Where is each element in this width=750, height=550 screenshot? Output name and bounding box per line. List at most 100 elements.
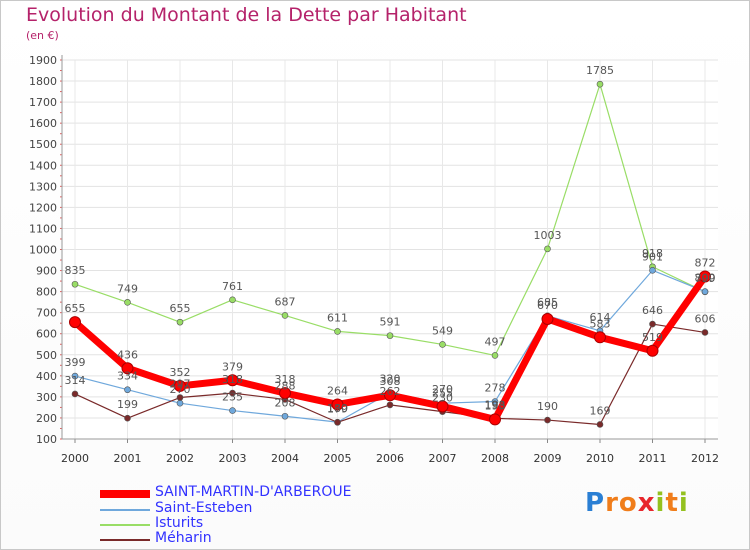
x-tick-label: 2009 bbox=[534, 452, 562, 465]
data-label: 334 bbox=[117, 370, 138, 383]
data-point bbox=[701, 329, 709, 336]
data-label: 611 bbox=[327, 311, 348, 324]
data-point bbox=[649, 320, 656, 328]
y-tick-label: 100 bbox=[36, 433, 57, 446]
data-point bbox=[331, 398, 344, 411]
data-label: 314 bbox=[65, 374, 86, 387]
data-point bbox=[174, 379, 186, 392]
y-tick-label: 900 bbox=[36, 265, 57, 278]
data-label: 614 bbox=[590, 311, 611, 324]
data-label: 591 bbox=[380, 316, 401, 329]
data-label: 497 bbox=[485, 335, 506, 348]
x-tick-label: 2012 bbox=[691, 452, 719, 465]
x-tick-label: 2010 bbox=[586, 452, 614, 465]
data-label: 436 bbox=[117, 348, 138, 361]
y-tick-label: 1200 bbox=[29, 201, 57, 214]
data-label: 193 bbox=[485, 399, 506, 412]
logo-letter: o bbox=[618, 488, 638, 518]
logo-letter: t bbox=[665, 488, 679, 518]
x-tick-label: 2003 bbox=[219, 452, 247, 465]
data-label: 297 bbox=[170, 378, 191, 391]
x-tick-label: 2004 bbox=[271, 452, 299, 465]
data-label: 235 bbox=[222, 391, 243, 404]
grid bbox=[62, 59, 718, 440]
data-label: 549 bbox=[432, 324, 453, 337]
legend-label: SAINT-MARTIN-D'ARBEROUE bbox=[155, 484, 352, 500]
data-label: 318 bbox=[222, 373, 243, 386]
data-point bbox=[334, 328, 341, 335]
data-point bbox=[229, 407, 236, 414]
chart-unit-label: (en €) bbox=[26, 29, 59, 42]
x-tick-label: 2011 bbox=[639, 452, 667, 465]
data-label: 264 bbox=[327, 384, 348, 397]
data-point bbox=[701, 288, 709, 295]
data-label: 1003 bbox=[534, 229, 562, 242]
data-label: 230 bbox=[432, 392, 453, 405]
data-label: 799 bbox=[695, 272, 716, 285]
data-label: 583 bbox=[590, 317, 611, 330]
data-label: 320 bbox=[380, 373, 401, 386]
data-label: 901 bbox=[642, 250, 663, 263]
data-point bbox=[69, 316, 81, 329]
data-point bbox=[594, 331, 606, 344]
data-label: 352 bbox=[170, 366, 191, 379]
data-point bbox=[229, 296, 236, 304]
data-point bbox=[649, 267, 656, 274]
data-label: 606 bbox=[695, 312, 716, 325]
data-point bbox=[544, 416, 551, 424]
y-tick-label: 700 bbox=[36, 307, 57, 320]
data-label: 872 bbox=[695, 256, 716, 269]
data-label: 270 bbox=[170, 383, 191, 396]
data-point bbox=[124, 299, 131, 306]
legend-swatch bbox=[100, 524, 150, 526]
data-label: 835 bbox=[65, 264, 86, 277]
data-point bbox=[124, 414, 131, 422]
data-point bbox=[121, 362, 134, 375]
data-label: 255 bbox=[432, 386, 453, 399]
y-tick-label: 1700 bbox=[29, 96, 57, 109]
data-label: 318 bbox=[275, 373, 296, 386]
data-label: 270 bbox=[432, 383, 453, 396]
legend-label: Saint-Esteben bbox=[155, 500, 253, 516]
y-tick-label: 1400 bbox=[29, 159, 57, 172]
data-point bbox=[384, 389, 396, 402]
data-point bbox=[229, 389, 236, 397]
y-tick-label: 800 bbox=[36, 286, 57, 299]
x-tick-label: 2007 bbox=[429, 452, 457, 465]
data-point bbox=[176, 394, 184, 401]
logo-letter: r bbox=[605, 488, 619, 518]
data-point bbox=[176, 399, 184, 407]
logo-letter: x bbox=[637, 488, 656, 518]
data-label: 749 bbox=[117, 282, 138, 295]
data-point bbox=[386, 401, 394, 409]
data-label: 308 bbox=[380, 375, 401, 388]
chart-title: Evolution du Montant de la Dette par Hab… bbox=[26, 4, 467, 26]
data-label: 670 bbox=[537, 299, 558, 312]
data-label: 918 bbox=[642, 247, 663, 260]
data-label: 685 bbox=[537, 296, 558, 309]
data-label: 1785 bbox=[586, 64, 614, 77]
data-point bbox=[176, 318, 184, 326]
data-label: 800 bbox=[695, 272, 716, 285]
data-point bbox=[71, 280, 79, 288]
data-label: 379 bbox=[222, 360, 243, 373]
series-lines bbox=[69, 80, 711, 428]
data-point bbox=[646, 344, 659, 357]
data-label: 208 bbox=[275, 396, 296, 409]
data-point bbox=[541, 312, 554, 325]
data-point bbox=[544, 245, 551, 253]
legend-swatch bbox=[100, 539, 150, 541]
data-point bbox=[71, 390, 79, 398]
data-label: 169 bbox=[590, 404, 611, 417]
data-point bbox=[71, 372, 79, 380]
y-tick-label: 200 bbox=[36, 412, 57, 425]
legend-swatch bbox=[100, 509, 150, 511]
y-tick-label: 1500 bbox=[29, 138, 57, 151]
data-label: 180 bbox=[327, 402, 348, 415]
data-label: 655 bbox=[65, 302, 86, 315]
data-label: 646 bbox=[642, 304, 663, 317]
logo-letter: i bbox=[655, 488, 666, 518]
y-tick-label: 1600 bbox=[29, 117, 57, 130]
data-label: 761 bbox=[222, 280, 243, 293]
data-label: 655 bbox=[170, 302, 191, 315]
